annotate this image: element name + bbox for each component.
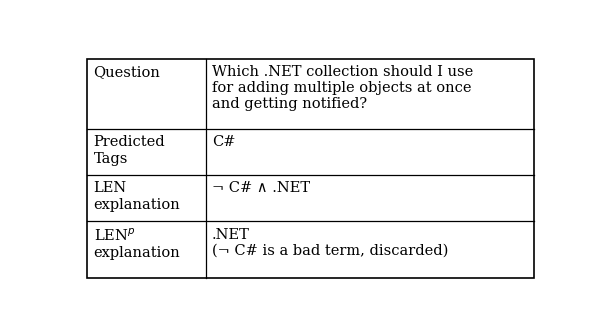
Text: LEN
explanation: LEN explanation [93,181,181,212]
Text: Which .NET collection should I use
for adding multiple objects at once
and getti: Which .NET collection should I use for a… [212,65,473,111]
Text: ¬ C# ∧ .NET: ¬ C# ∧ .NET [212,181,310,195]
Text: .NET
(¬ C# is a bad term, discarded): .NET (¬ C# is a bad term, discarded) [212,227,448,258]
Bar [87,59,534,278]
Text: C#: C# [212,135,235,149]
Text: LEN$^{p}$
explanation: LEN$^{p}$ explanation [93,227,181,260]
Text: Question: Question [93,65,161,79]
Text: Predicted
Tags: Predicted Tags [93,135,165,166]
